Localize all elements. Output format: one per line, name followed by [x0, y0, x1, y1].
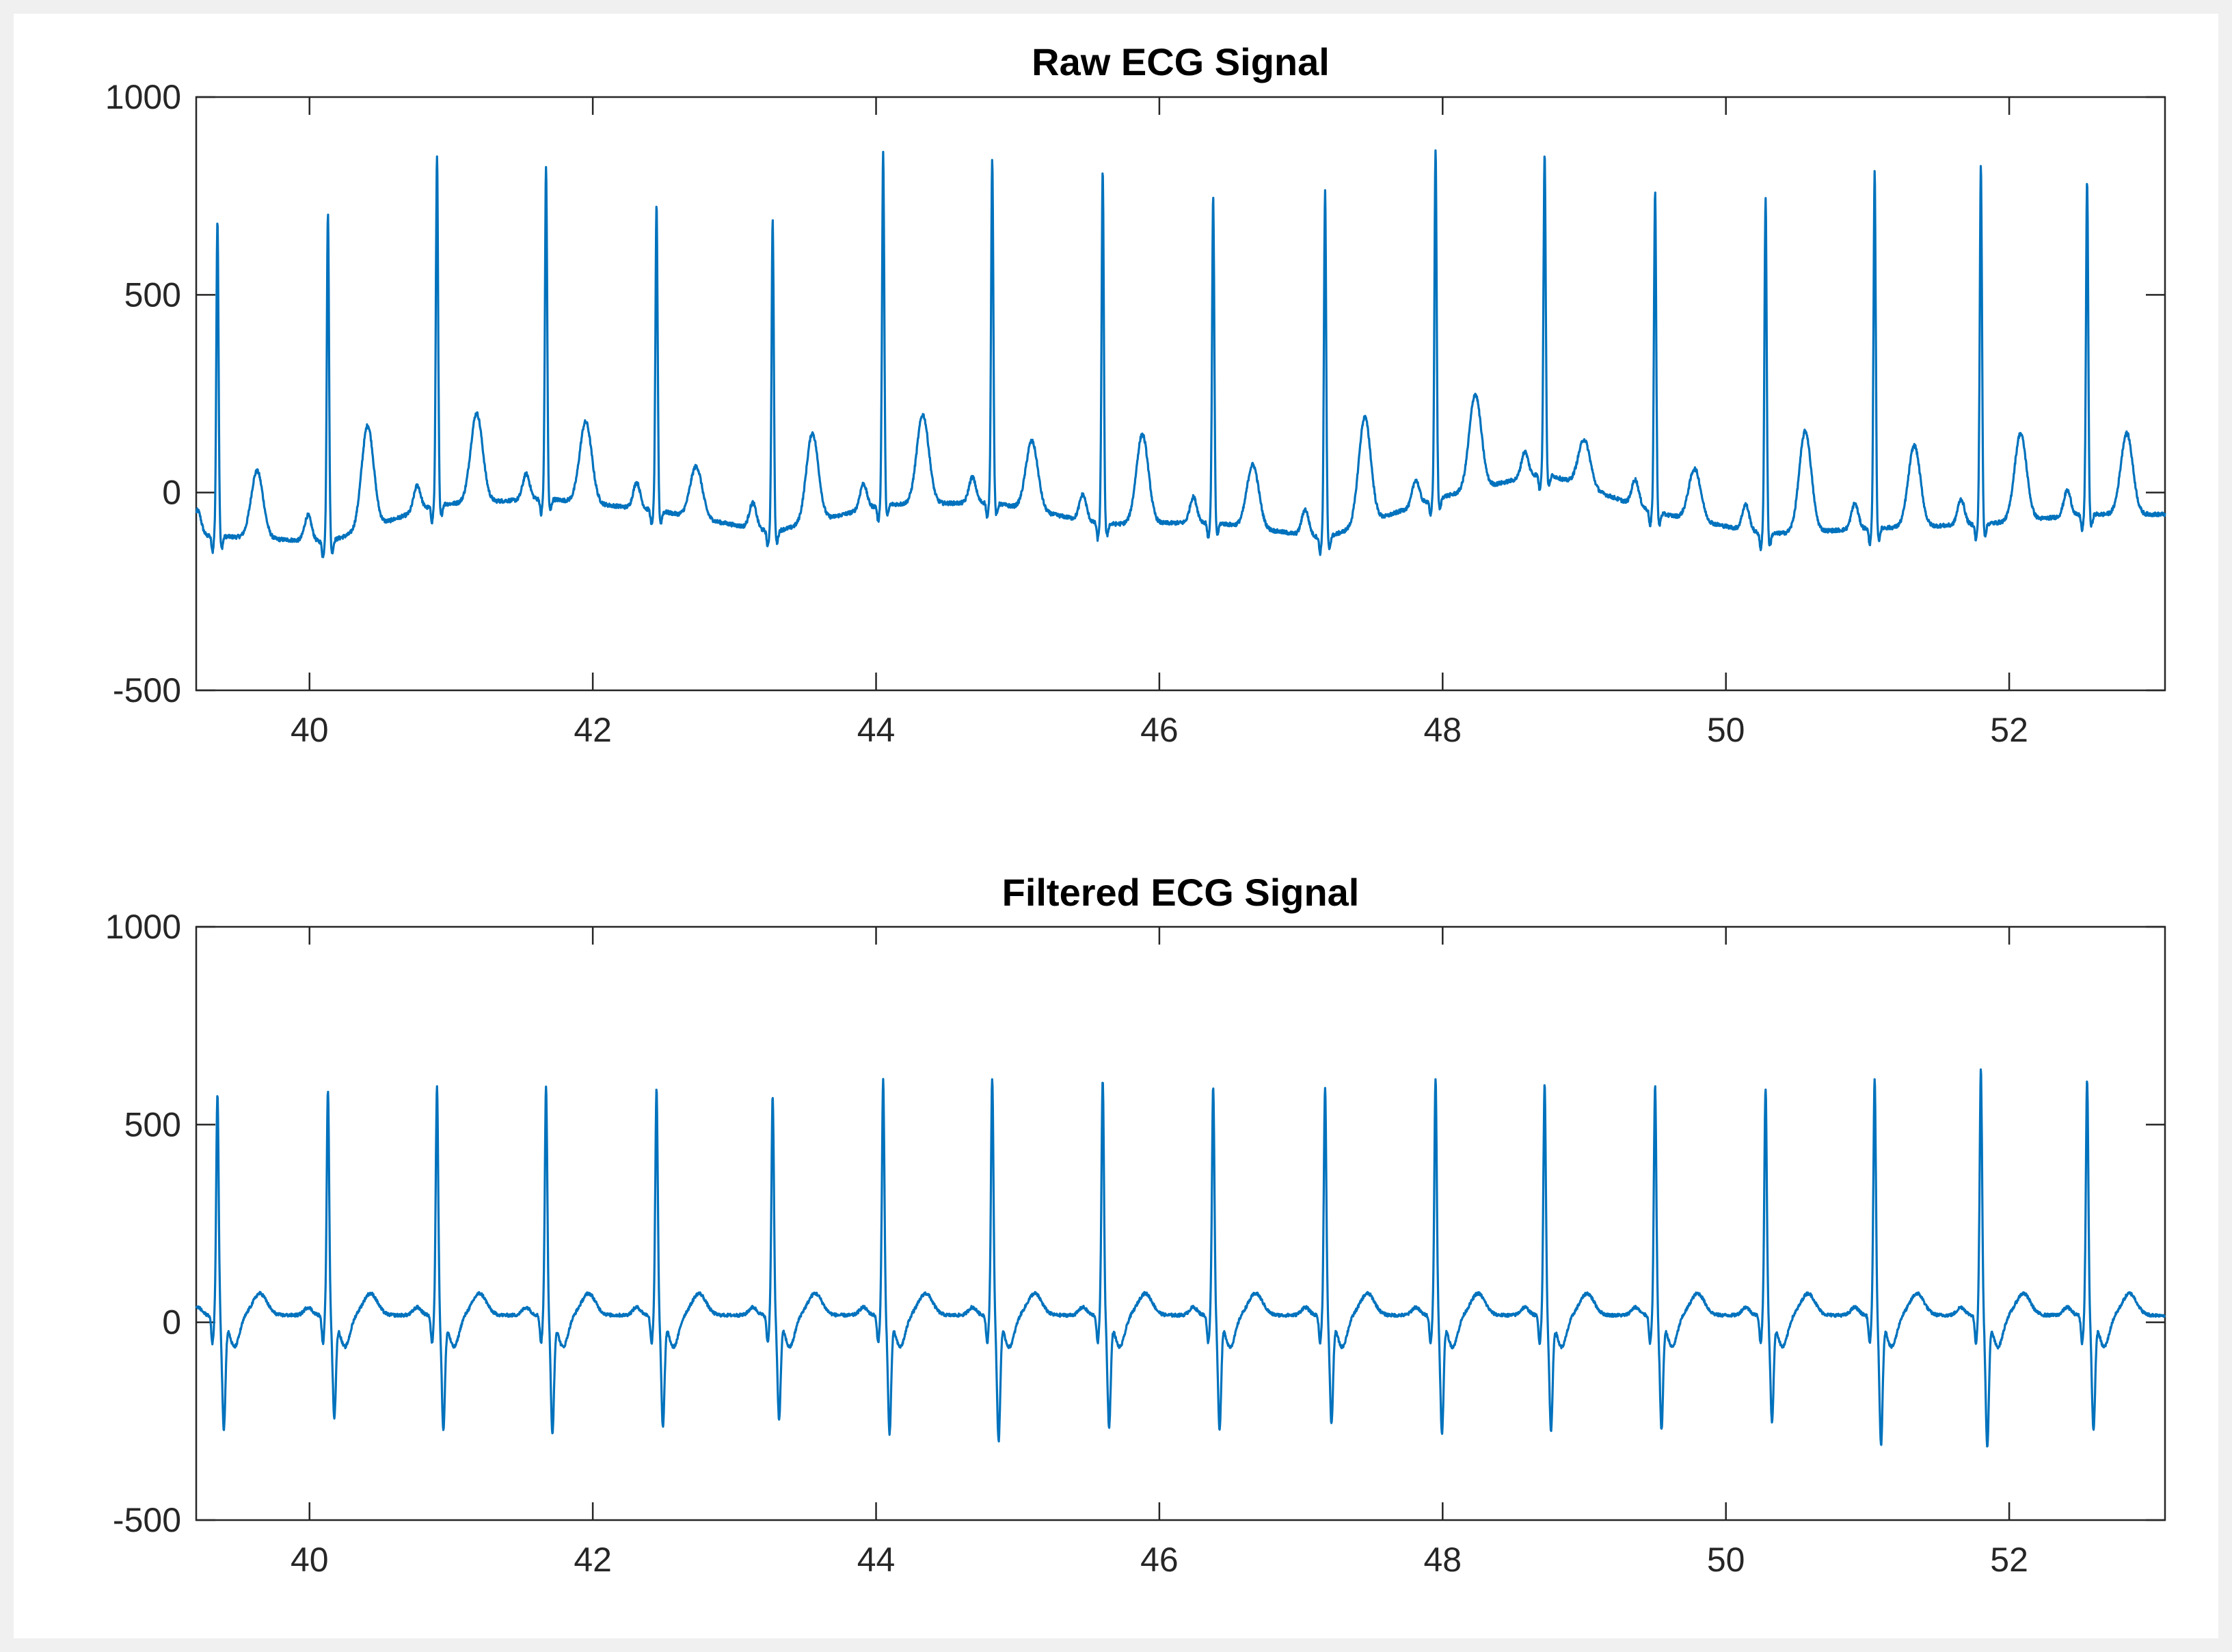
filtered-ecg-axes: Filtered ECG Signal 40 42 44 46 48 50 52 -500 0 5…	[105, 871, 2166, 1579]
y-tick-label: 0	[162, 474, 181, 512]
x-tick-label: 46	[1140, 711, 1179, 749]
raw-ecg-axes: Raw ECG Signal 40 42 44 46 48 50 52 -500 0 500 100…	[105, 40, 2166, 749]
x-tick-label: 44	[857, 1541, 896, 1579]
chart-title: Filtered ECG Signal	[1002, 871, 1360, 914]
x-tick-label: 42	[574, 1541, 612, 1579]
y-tick-label: 500	[124, 1105, 181, 1143]
x-tick-label: 42	[574, 711, 612, 749]
signal-series	[195, 149, 2166, 558]
signal-series	[195, 1068, 2166, 1448]
x-tick-label: 48	[1423, 1541, 1462, 1579]
x-tick-label: 50	[1707, 1541, 1745, 1579]
x-tick-label: 40	[291, 711, 329, 749]
plot-area	[195, 925, 2166, 1521]
x-tick-label: 44	[857, 711, 896, 749]
y-tick-label: 0	[162, 1303, 181, 1342]
chart-title: Raw ECG Signal	[1032, 40, 1330, 83]
y-tick-label: 500	[124, 275, 181, 314]
y-tick-label: 1000	[105, 908, 181, 946]
x-tick-label: 40	[291, 1541, 329, 1579]
y-tick-label: -500	[113, 1501, 181, 1539]
ecg-signal-line	[195, 1068, 2166, 1448]
axis-ticks: 40 42 44 46 48 50 52 -500 0 500 1000	[105, 908, 2165, 1579]
x-tick-label: 52	[1990, 1541, 2028, 1579]
y-tick-label: 1000	[105, 78, 181, 116]
x-tick-label: 48	[1423, 711, 1462, 749]
x-tick-label: 46	[1140, 1541, 1179, 1579]
axis-ticks: 40 42 44 46 48 50 52 -500 0 500 1000	[105, 78, 2165, 749]
x-tick-label: 50	[1707, 711, 1745, 749]
plot-area	[195, 96, 2166, 692]
y-tick-label: -500	[113, 671, 181, 709]
ecg-signal-line	[195, 149, 2166, 558]
x-tick-label: 52	[1990, 711, 2028, 749]
